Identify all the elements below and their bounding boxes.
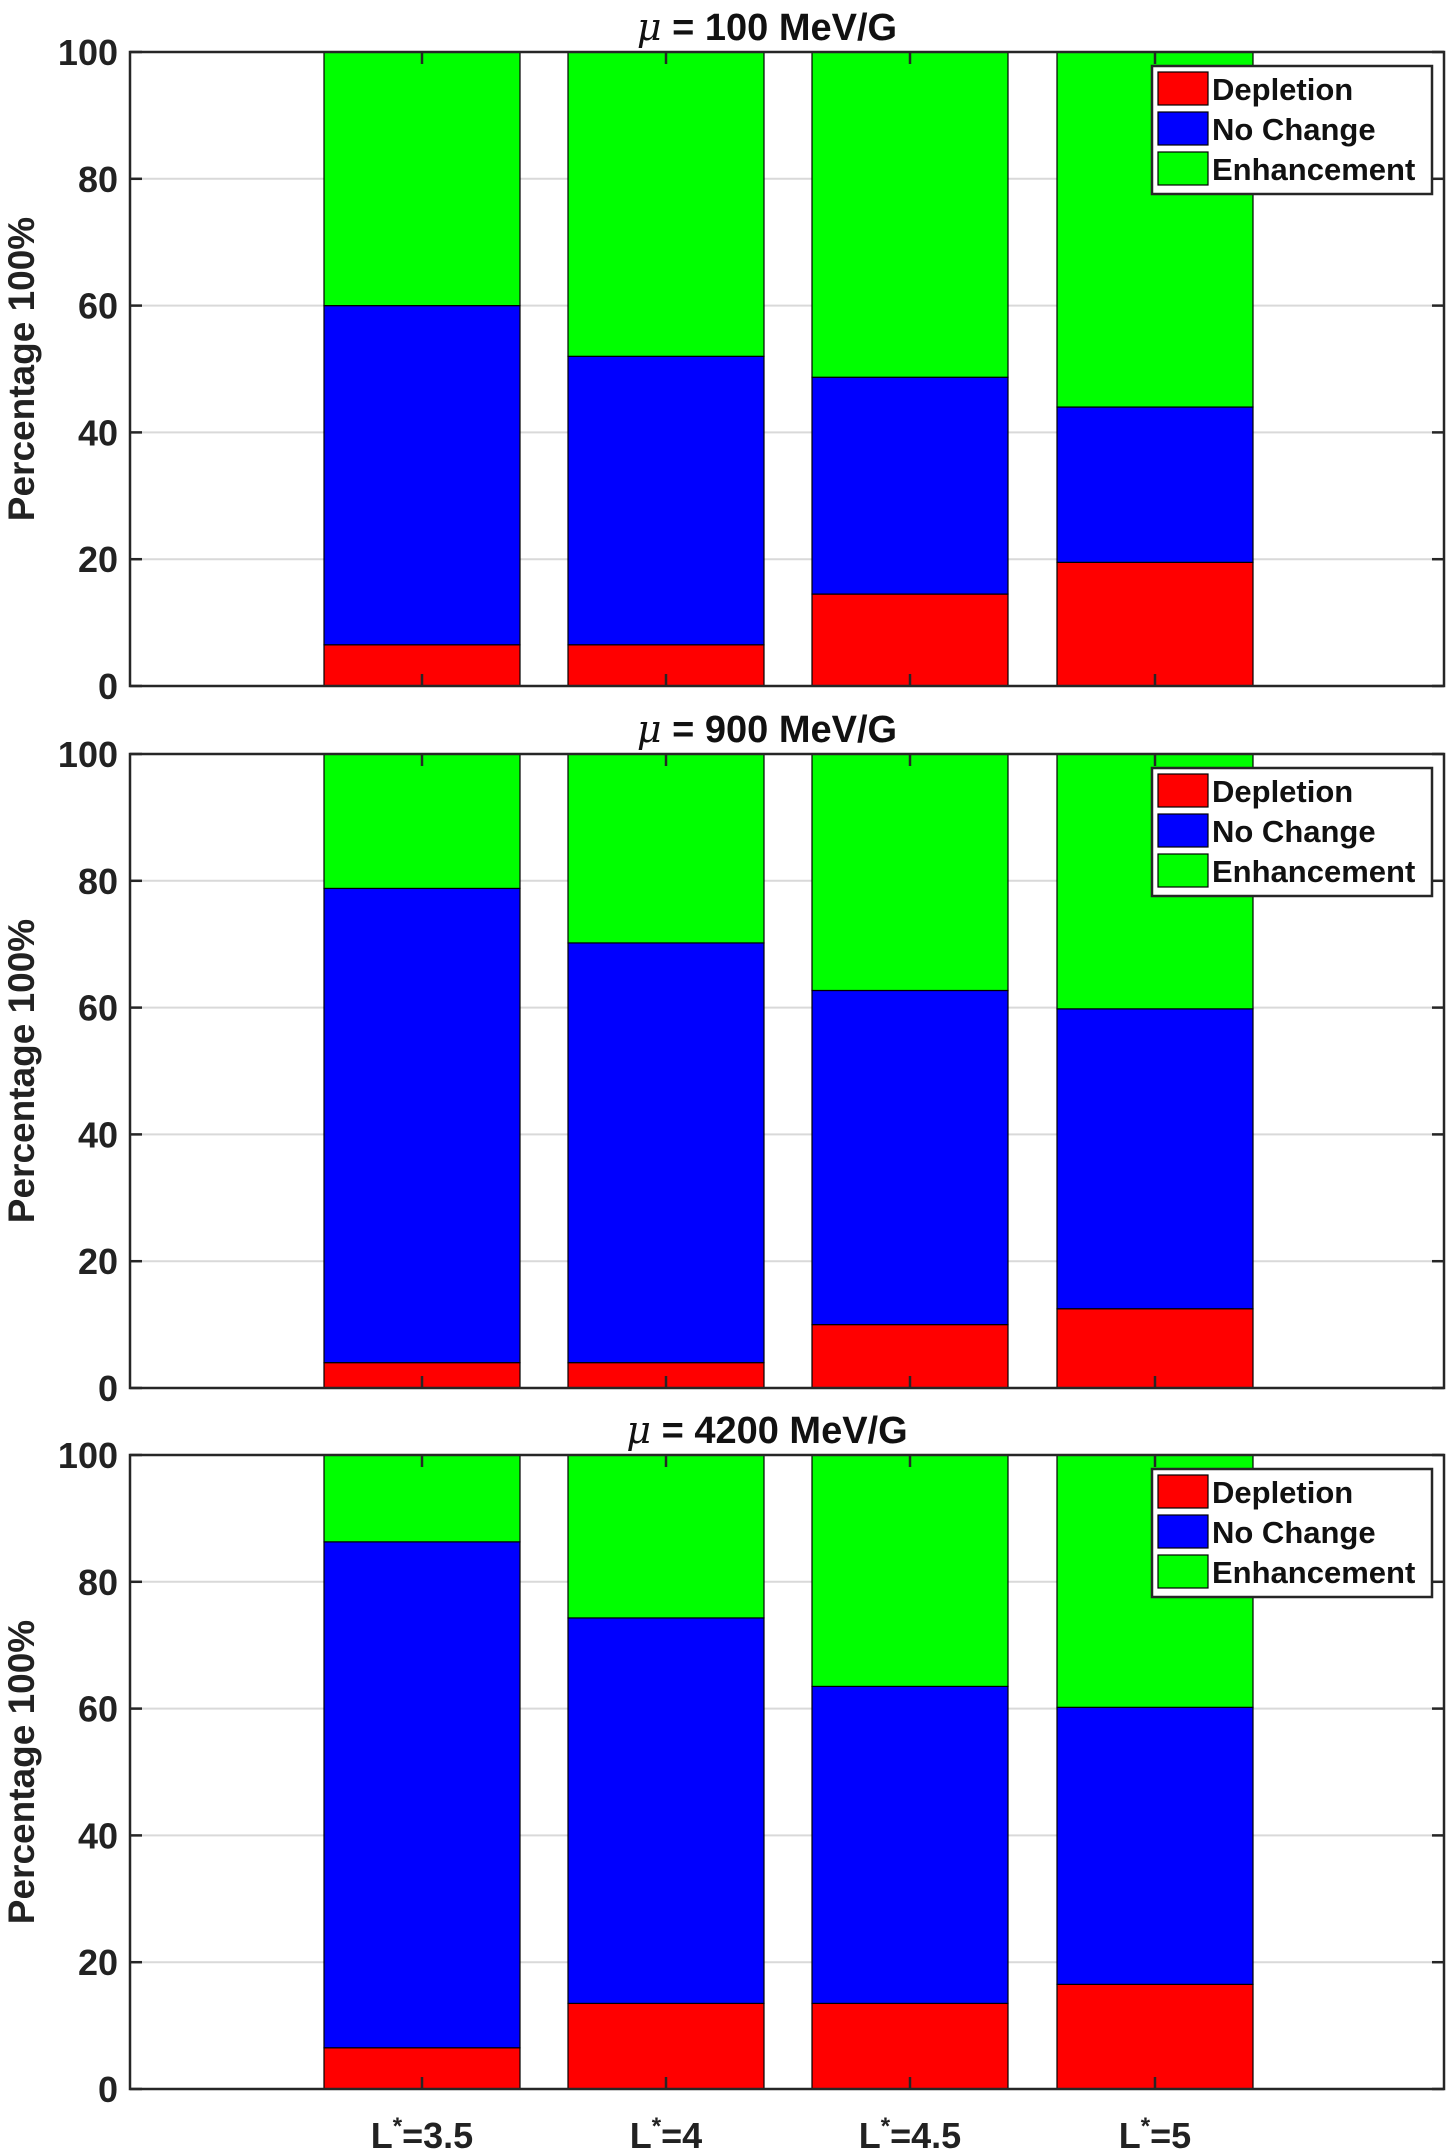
- legend-label: No Change: [1212, 112, 1376, 147]
- bar-segment-no-change-4: [1056, 1706, 1254, 1985]
- y-tick-label: 20: [78, 1942, 118, 1983]
- legend-label: Depletion: [1212, 72, 1353, 107]
- bar-segment-no-change-4: [1056, 1008, 1254, 1310]
- bar-segment-enhancement-2: [567, 1454, 765, 1619]
- bar-segment-enhancement-1: [323, 753, 521, 890]
- y-tick-label: 80: [78, 159, 118, 200]
- bar-segment-no-change-3: [811, 376, 1009, 595]
- axes-frame: [128, 752, 1446, 1390]
- bar-segment-no-change-2: [567, 1617, 765, 2005]
- y-tick-label: 20: [78, 539, 118, 580]
- bar-segment-depletion-4: [1056, 1308, 1254, 1389]
- chart-panel-3: 0 20 40 60 80 100 Percentage 100% μ = 4200 MeV/…: [1, 1408, 1446, 2110]
- legend-label: Depletion: [1212, 1475, 1353, 1510]
- bar-segment-enhancement-2: [567, 753, 765, 944]
- legend-swatch-depletion: [1157, 773, 1209, 808]
- legend-label: Enhancement: [1212, 1555, 1415, 1590]
- legend-label: No Change: [1212, 814, 1376, 849]
- bar-segment-enhancement-3: [811, 1454, 1009, 1688]
- y-tick-label: 0: [98, 2069, 118, 2110]
- bar-segment-no-change-2: [567, 355, 765, 646]
- legend-swatch-no-change: [1157, 813, 1209, 848]
- mu-symbol: μ: [637, 707, 662, 751]
- y-tick-label: 100: [58, 734, 118, 775]
- bar-segment-enhancement-2: [567, 51, 765, 357]
- y-tick-label: 60: [78, 286, 118, 327]
- x-tick-label: L*=4: [630, 2113, 702, 2152]
- y-tick-label: 80: [78, 1562, 118, 1603]
- bar-segment-depletion-2: [567, 2002, 765, 2090]
- legend-label: Enhancement: [1212, 152, 1415, 187]
- legend-label: Enhancement: [1212, 854, 1415, 889]
- panel-title-text: = 100 MeV/G: [662, 7, 898, 49]
- y-tick-label: 60: [78, 988, 118, 1029]
- bar-segment-enhancement-3: [811, 51, 1009, 378]
- chart-panel-1: 0 20 40 60 80 100 Percentage 100% μ = 100 MeV/G…: [1, 5, 1446, 707]
- y-axis-title: Percentage 100%: [1, 919, 42, 1223]
- bar-segment-no-change-1: [323, 305, 521, 646]
- mu-symbol: μ: [637, 5, 662, 49]
- chart-panel-2: 0 20 40 60 80 100 Percentage 100% μ = 900 MeV/G…: [1, 707, 1446, 1409]
- panel-title: μ = 900 MeV/G: [637, 707, 897, 751]
- bar-segment-depletion-3: [811, 2002, 1009, 2090]
- x-tick-label: L*=3.5: [371, 2113, 473, 2152]
- legend-swatch-no-change: [1157, 1514, 1209, 1549]
- y-tick-label: 20: [78, 1241, 118, 1282]
- bar-segment-depletion-4: [1056, 1983, 1254, 2090]
- y-axis-title: Percentage 100%: [1, 217, 42, 521]
- legend-swatch-depletion: [1157, 1474, 1209, 1509]
- legend-swatch-depletion: [1157, 71, 1209, 106]
- y-tick-label: 0: [98, 666, 118, 707]
- panel-title: μ = 4200 MeV/G: [626, 1408, 907, 1452]
- y-tick-label: 80: [78, 861, 118, 902]
- bar-segment-depletion-4: [1056, 561, 1254, 687]
- bar-segment-no-change-1: [323, 887, 521, 1364]
- y-axis-title: Percentage 100%: [1, 1620, 42, 1924]
- legend-swatch-enhancement: [1157, 1554, 1209, 1589]
- y-tick-label: 100: [58, 32, 118, 73]
- y-tick-label: 40: [78, 1815, 118, 1856]
- x-tick-label: L*=5: [1119, 2113, 1191, 2152]
- y-tick-label: 0: [98, 1368, 118, 1409]
- axes-frame: [128, 1453, 1446, 2091]
- bar-segment-no-change-1: [323, 1541, 521, 2049]
- y-tick-label: 100: [58, 1435, 118, 1476]
- mu-symbol: μ: [626, 1408, 651, 1452]
- legend-swatch-enhancement: [1157, 151, 1209, 186]
- x-axis-labels: L*=3.5 L*=4 L*=4.5 L*=5: [371, 2113, 1191, 2152]
- panel-title-text: = 900 MeV/G: [662, 709, 898, 751]
- bar-segment-enhancement-3: [811, 753, 1009, 992]
- x-tick-label: L*=4.5: [859, 2113, 961, 2152]
- bar-segment-enhancement-1: [323, 51, 521, 307]
- legend-label: No Change: [1212, 1515, 1376, 1550]
- y-tick-label: 40: [78, 1114, 118, 1155]
- bar-segment-depletion-3: [811, 593, 1009, 687]
- legend: Depletion No Change Enhancement: [1150, 766, 1434, 898]
- bar-segment-no-change-3: [811, 1685, 1009, 2005]
- panel-title-text: = 4200 MeV/G: [651, 1410, 908, 1452]
- legend: Depletion No Change Enhancement: [1150, 64, 1434, 196]
- bar-segment-enhancement-1: [323, 1454, 521, 1543]
- bar-segment-no-change-3: [811, 989, 1009, 1326]
- legend-swatch-enhancement: [1157, 853, 1209, 888]
- y-tick-label: 40: [78, 412, 118, 453]
- bar-segment-no-change-2: [567, 942, 765, 1364]
- legend: Depletion No Change Enhancement: [1150, 1467, 1434, 1599]
- axes-frame: [128, 50, 1446, 688]
- legend-label: Depletion: [1212, 774, 1353, 809]
- y-tick-label: 60: [78, 1689, 118, 1730]
- bar-segment-no-change-4: [1056, 406, 1254, 563]
- legend-swatch-no-change: [1157, 111, 1209, 146]
- panel-title: μ = 100 MeV/G: [637, 5, 897, 49]
